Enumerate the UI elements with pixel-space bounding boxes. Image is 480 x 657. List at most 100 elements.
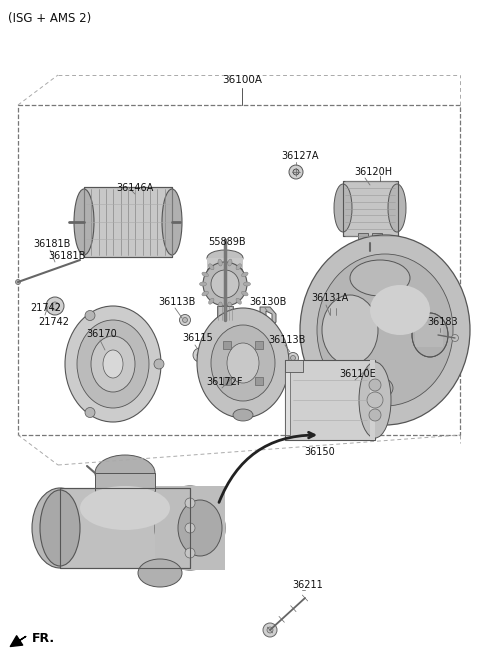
Circle shape — [267, 627, 273, 633]
Ellipse shape — [317, 254, 453, 406]
Ellipse shape — [202, 291, 208, 296]
Bar — [285, 360, 375, 440]
Bar — [95, 473, 155, 491]
Ellipse shape — [162, 189, 182, 255]
Ellipse shape — [103, 350, 123, 378]
Ellipse shape — [228, 302, 232, 309]
FancyArrowPatch shape — [11, 636, 25, 646]
Circle shape — [289, 165, 303, 179]
Bar — [358, 233, 368, 243]
Bar — [60, 488, 190, 568]
Ellipse shape — [209, 298, 214, 304]
Ellipse shape — [40, 490, 80, 566]
Circle shape — [182, 317, 188, 323]
Text: 36113B: 36113B — [268, 335, 306, 345]
Circle shape — [185, 498, 195, 508]
Ellipse shape — [32, 488, 88, 568]
Ellipse shape — [357, 376, 393, 400]
Bar — [372, 233, 382, 243]
Ellipse shape — [241, 272, 248, 277]
Bar — [224, 340, 231, 349]
Ellipse shape — [359, 362, 391, 438]
Circle shape — [51, 302, 59, 310]
Bar — [254, 377, 263, 386]
Ellipse shape — [388, 184, 406, 232]
Bar — [285, 360, 303, 372]
Text: 36120H: 36120H — [354, 167, 392, 177]
Text: 36211: 36211 — [293, 580, 324, 590]
Ellipse shape — [367, 392, 383, 408]
Polygon shape — [315, 308, 351, 352]
Text: 36150: 36150 — [305, 447, 336, 457]
Ellipse shape — [77, 320, 149, 408]
Ellipse shape — [227, 343, 259, 383]
Circle shape — [185, 523, 195, 533]
Ellipse shape — [236, 298, 241, 304]
Ellipse shape — [178, 500, 222, 556]
Circle shape — [197, 352, 203, 358]
Bar — [95, 473, 155, 491]
Bar — [207, 258, 243, 272]
Ellipse shape — [211, 270, 239, 298]
Ellipse shape — [211, 325, 275, 401]
Bar — [18, 105, 460, 435]
Text: 36146A: 36146A — [116, 183, 154, 193]
Text: 36183: 36183 — [428, 317, 458, 327]
Text: 36100A: 36100A — [222, 75, 262, 85]
Ellipse shape — [325, 328, 341, 348]
Text: 36113B: 36113B — [158, 297, 196, 307]
Ellipse shape — [218, 259, 222, 266]
Bar — [343, 181, 398, 236]
Bar — [254, 340, 263, 349]
Ellipse shape — [322, 295, 378, 365]
Ellipse shape — [207, 264, 243, 280]
Bar — [60, 488, 190, 568]
Text: 36181B: 36181B — [48, 251, 85, 261]
Text: 36131A: 36131A — [312, 293, 348, 303]
Ellipse shape — [197, 308, 289, 418]
Text: 36170: 36170 — [86, 329, 118, 339]
Ellipse shape — [138, 559, 182, 587]
Circle shape — [193, 348, 207, 362]
Circle shape — [85, 407, 95, 417]
Text: 36127A: 36127A — [281, 151, 319, 161]
Ellipse shape — [369, 409, 381, 421]
Ellipse shape — [218, 302, 222, 309]
Circle shape — [263, 623, 277, 637]
Bar — [155, 486, 225, 570]
Text: 36181B: 36181B — [33, 239, 71, 249]
Text: 36172F: 36172F — [207, 377, 243, 387]
Ellipse shape — [155, 486, 225, 570]
Ellipse shape — [203, 262, 247, 306]
Circle shape — [180, 315, 191, 325]
Ellipse shape — [412, 313, 448, 357]
Circle shape — [288, 353, 299, 363]
Ellipse shape — [80, 486, 170, 530]
Bar — [84, 187, 172, 257]
Bar — [217, 306, 233, 320]
Circle shape — [290, 355, 296, 361]
Text: 36110E: 36110E — [340, 369, 376, 379]
Circle shape — [154, 359, 164, 369]
Text: 55889B: 55889B — [208, 237, 246, 247]
Ellipse shape — [91, 336, 135, 392]
Ellipse shape — [350, 260, 410, 296]
Ellipse shape — [236, 264, 241, 270]
Ellipse shape — [300, 235, 470, 425]
Circle shape — [15, 279, 21, 284]
Bar — [343, 181, 398, 236]
Ellipse shape — [334, 184, 352, 232]
Text: 21742: 21742 — [38, 317, 69, 327]
Polygon shape — [260, 307, 276, 337]
Bar — [84, 187, 172, 257]
Ellipse shape — [228, 259, 232, 266]
Circle shape — [85, 311, 95, 321]
Circle shape — [185, 548, 195, 558]
Ellipse shape — [74, 189, 94, 255]
Bar — [60, 488, 190, 568]
Ellipse shape — [207, 250, 243, 266]
Bar — [285, 365, 290, 435]
Ellipse shape — [95, 455, 155, 491]
Ellipse shape — [370, 285, 430, 335]
Circle shape — [452, 334, 458, 342]
